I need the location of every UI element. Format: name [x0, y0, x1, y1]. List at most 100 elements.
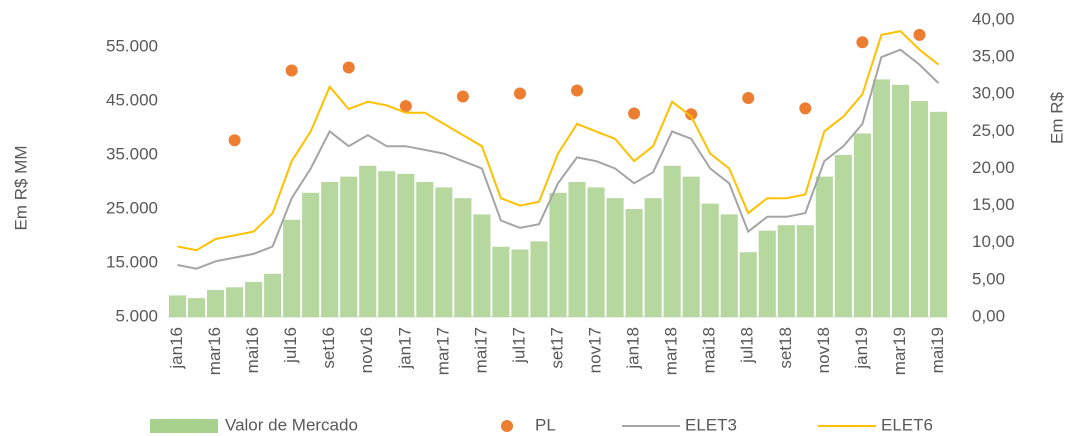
bar [891, 84, 909, 317]
bar [777, 225, 795, 317]
pl-point [399, 100, 412, 113]
bar [682, 176, 700, 317]
x-tick-label: jul18 [738, 327, 757, 364]
bar [226, 287, 244, 317]
y2-tick-label: 5,00 [972, 269, 1005, 288]
pl-point [913, 28, 926, 41]
pl-point [513, 87, 526, 100]
y-axis-label: Em R$ MM [11, 146, 30, 231]
pl-point [742, 91, 755, 104]
bar [492, 246, 510, 317]
line-elet3 [177, 48, 940, 270]
y2-tick-label: 10,00 [972, 232, 1015, 251]
bar [815, 176, 833, 317]
pl-point [571, 84, 584, 97]
x-tick-label: mai18 [700, 327, 719, 373]
bar [720, 214, 738, 317]
bar [663, 165, 681, 317]
y-tick-label: 25.000 [106, 198, 158, 217]
bar [168, 295, 187, 317]
y2-tick-label: 25,00 [972, 121, 1015, 140]
legend-label: ELET6 [881, 415, 933, 434]
x-tick-label: mai17 [471, 327, 490, 373]
y-tick-label: 15.000 [106, 252, 158, 271]
bar [549, 192, 567, 317]
bar [796, 225, 814, 317]
x-tick-label: nov18 [814, 327, 833, 373]
x-tick-label: jan18 [624, 327, 643, 370]
pl-point [285, 64, 298, 77]
bar [701, 203, 719, 317]
y2-tick-label: 15,00 [972, 195, 1015, 214]
x-tick-label: mar16 [205, 327, 224, 375]
bar [302, 192, 320, 317]
bar [435, 187, 453, 317]
bar [910, 101, 929, 317]
x-tick-label: mar18 [662, 327, 681, 375]
bar [321, 182, 339, 317]
x-tick-label: set16 [319, 327, 338, 369]
y-tick-label: 45.000 [106, 90, 158, 109]
bar [530, 241, 548, 317]
x-tick-label: jul17 [509, 327, 528, 364]
x-tick-label: jan17 [395, 327, 414, 370]
y-tick-label: 55.000 [106, 36, 158, 55]
bar [245, 281, 263, 317]
bar [587, 187, 605, 317]
legend-label: PL [535, 415, 556, 434]
y2-tick-label: 0,00 [972, 306, 1005, 325]
bar [872, 79, 890, 318]
legend-label: ELET3 [685, 415, 737, 434]
bar [187, 298, 206, 317]
x-tick-label: mar17 [433, 327, 452, 375]
bar [834, 155, 852, 317]
pl-point [799, 102, 812, 115]
pl-point [856, 36, 869, 49]
bar [929, 111, 948, 317]
bar [644, 198, 662, 317]
y2-tick-label: 35,00 [972, 47, 1015, 66]
y2-axis-label: Em R$ [1047, 91, 1066, 144]
x-tick-label: mai16 [243, 327, 262, 373]
y-tick-label: 5.000 [115, 306, 158, 325]
y2-tick-label: 30,00 [972, 84, 1015, 103]
legend-swatch [501, 420, 513, 432]
pl-point [342, 61, 355, 74]
bar [625, 209, 643, 317]
pl-point [628, 107, 641, 120]
bar [511, 249, 529, 317]
x-tick-label: mar19 [890, 327, 909, 375]
x-tick-label: nov17 [586, 327, 605, 373]
bar [378, 171, 396, 317]
y-tick-label: 35.000 [106, 144, 158, 163]
bar [739, 252, 757, 317]
pl-point [685, 108, 698, 121]
bar [340, 176, 358, 317]
bar [853, 133, 871, 317]
x-tick-label: jan16 [167, 327, 186, 370]
bar [397, 173, 415, 317]
x-tick-label: nov16 [357, 327, 376, 373]
x-tick-label: set17 [547, 327, 566, 369]
bar [568, 182, 586, 317]
bar [416, 182, 434, 317]
bar [454, 198, 472, 317]
bar [473, 214, 491, 317]
bar [606, 198, 624, 317]
x-tick-label: jan19 [852, 327, 871, 370]
y2-tick-label: 40,00 [972, 9, 1015, 28]
bar [283, 219, 301, 317]
legend-label: Valor de Mercado [225, 415, 358, 434]
bar [758, 230, 776, 317]
bar [264, 273, 282, 317]
x-tick-label: mai19 [928, 327, 947, 373]
line-elet6 [177, 30, 940, 252]
bar [359, 165, 377, 317]
y2-tick-label: 20,00 [972, 158, 1015, 177]
legend-swatch [150, 419, 218, 433]
bar [207, 290, 225, 317]
x-tick-label: set18 [776, 327, 795, 369]
pl-point [456, 90, 469, 103]
pl-point [228, 134, 241, 147]
